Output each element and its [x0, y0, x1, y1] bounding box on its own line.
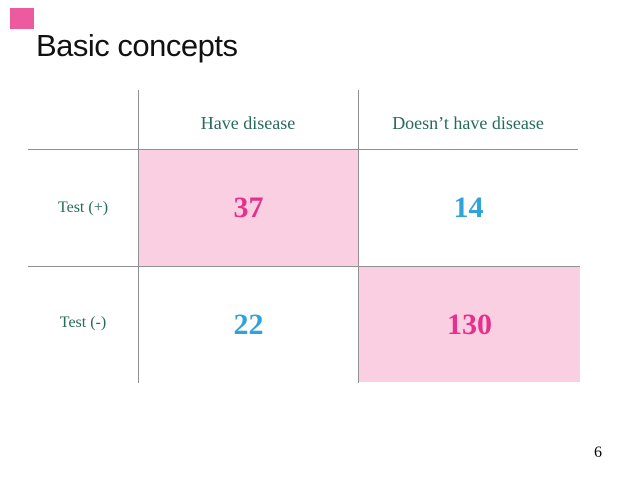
col-header-have-disease: Have disease — [200, 113, 296, 133]
cell-value: 14 — [453, 191, 484, 224]
cell-test-positive-no-disease: 14 — [359, 150, 578, 266]
page-number: 6 — [594, 444, 602, 461]
cell-value: 130 — [447, 307, 492, 341]
corner-accent-rectangle — [10, 8, 34, 29]
table-vertical-line-left — [138, 90, 139, 383]
cell-test-negative-have-disease: 22 — [139, 267, 358, 382]
cell-test-negative-no-disease: 130 — [359, 267, 580, 382]
slide-title: Basic concepts — [36, 28, 238, 63]
cell-value: 37 — [233, 191, 264, 224]
row-label-test-negative: Test (-) — [59, 314, 107, 331]
cell-test-positive-have-disease: 37 — [139, 150, 358, 266]
col-header-doesnt-have-disease: Doesn’t have disease — [392, 113, 544, 133]
table-vertical-line-right — [358, 90, 359, 383]
row-label-test-positive: Test (+) — [57, 199, 109, 216]
cell-value: 22 — [233, 307, 264, 341]
table-horizontal-line-bottom — [28, 266, 580, 267]
table-horizontal-line-top — [28, 149, 578, 150]
